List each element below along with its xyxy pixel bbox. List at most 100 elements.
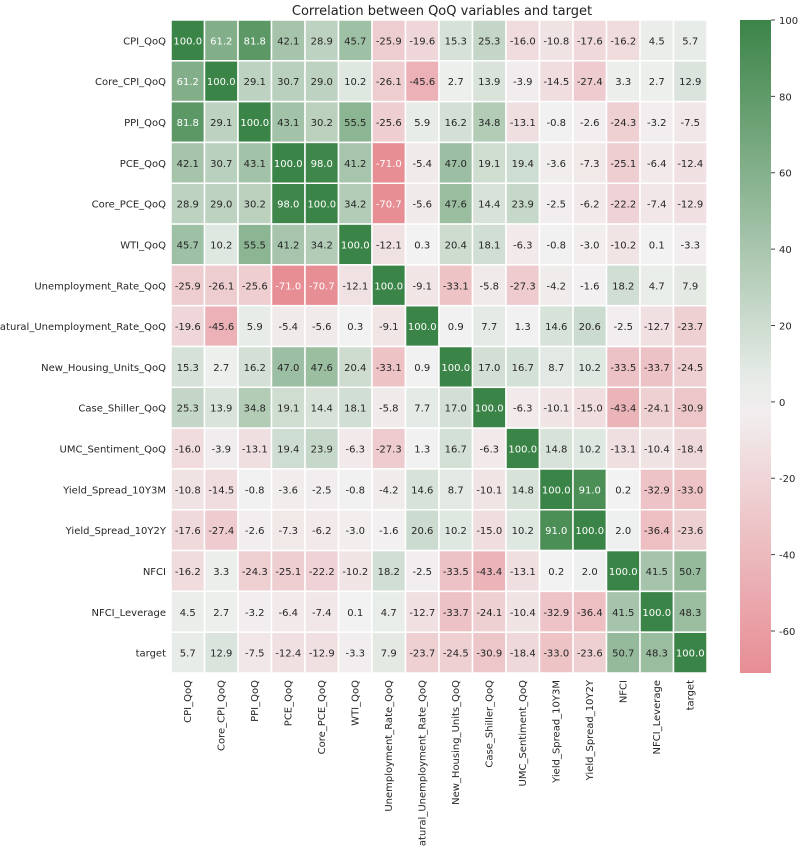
cell-value-label: -24.5 [443,649,469,660]
column-label: UMC_Sentiment_QoQ [518,680,529,787]
cell-value-label: 5.9 [247,322,263,333]
heatmap-cell [404,549,440,593]
heatmap-cell [404,141,440,184]
cell-value-label: -25.9 [376,36,402,47]
heatmap-cell [304,141,340,184]
heatmap-cell [337,345,373,389]
cell-value-label: 34.2 [311,240,333,251]
cell-value-label: -22.2 [309,567,335,578]
heatmap-cell [337,590,373,633]
row-label: Yield_Spread_10Y3M [62,485,166,496]
cell-value-label: 14.8 [545,445,567,456]
cell-value-label: 45.7 [177,240,199,251]
cell-value-label: -26.1 [376,77,402,88]
column-label: NFCI_Leverage [652,680,663,755]
heatmap-cell [203,223,239,266]
cell-value-label: -23.7 [409,649,435,660]
cell-value-label: 14.8 [512,485,534,496]
heatmap-cell [337,60,373,103]
cell-value-label: 10.2 [579,363,601,374]
heatmap-cell [471,304,507,348]
cell-value-label: 13.9 [478,77,500,88]
cell-value-label: -71.0 [275,281,301,292]
row-label: Unemployment_Rate_QoQ [34,281,166,292]
column-label: PPI_QoQ [250,680,261,722]
heatmap-cell [672,386,708,429]
cell-value-label: 7.9 [381,649,397,660]
heatmap-cell [572,100,608,144]
cell-value-label: -24.1 [644,404,670,415]
heatmap-cell [270,182,306,225]
cell-value-label: 100.0 [341,240,370,251]
heatmap-cell [371,141,407,184]
heatmap-cell [237,60,273,103]
heatmap-cell [438,631,474,674]
cell-value-label: 14.4 [478,200,500,211]
row-label: UMC_Sentiment_QoQ [60,445,167,456]
heatmap-cell [203,549,239,593]
heatmap-cell [572,182,608,225]
heatmap-cell [471,19,507,62]
cell-value-label: -3.2 [647,118,667,129]
cell-value-label: 13.9 [210,404,232,415]
cell-value-label: -6.4 [647,159,667,170]
cell-value-label: 10.2 [579,445,601,456]
cell-value-label: 18.2 [612,281,634,292]
cell-value-label: 29.1 [244,77,266,88]
heatmap-cell [438,304,474,348]
cell-value-label: -33.7 [644,363,670,374]
cell-value-label: -7.5 [680,118,700,129]
heatmap-cell [304,468,340,511]
cell-value-label: -27.3 [510,281,536,292]
cell-value-label: 17.0 [445,404,467,415]
cell-value-label: -15.0 [476,526,502,537]
row-label: CPI_QoQ [123,36,166,47]
row-label: Core_CPI_QoQ [95,77,166,88]
cell-value-label: 4.5 [180,608,196,619]
heatmap-cell [404,182,440,225]
cell-value-label: 81.8 [244,36,266,47]
cell-value-label: -6.3 [479,445,499,456]
row-label: PCE_QoQ [120,159,166,170]
heatmap-cell [639,304,675,348]
cell-value-label: -5.6 [412,200,432,211]
heatmap-cell [304,60,340,103]
heatmap-cell [572,60,608,103]
heatmap-cell [672,345,708,389]
cell-value-label: 29.1 [210,118,232,129]
heatmap-cell [672,100,708,144]
cell-value-label: 16.2 [445,118,467,129]
cell-value-label: -6.4 [278,608,298,619]
column-label: target [685,680,696,710]
heatmap-cell [538,19,574,62]
cell-value-label: 29.0 [210,200,232,211]
cell-value-label: 47.0 [445,159,467,170]
cell-value-label: -71.0 [376,159,402,170]
heatmap-cell [538,631,574,674]
heatmap-cell [304,223,340,266]
heatmap-cell [371,264,407,307]
cell-value-label: -16.2 [610,36,636,47]
column-label: Yield_Spread_10Y2Y [585,679,596,781]
cell-value-label: -45.6 [208,322,234,333]
column-label: CPI_QoQ [183,680,194,723]
cell-value-label: 48.3 [679,608,701,619]
cell-value-label: 48.3 [646,649,668,660]
cell-value-label: 28.9 [311,36,333,47]
heatmap-cell [337,427,373,470]
heatmap-cell [337,264,373,307]
heatmap-cell [572,549,608,593]
cell-value-label: -3.3 [345,649,365,660]
heatmap-cell [270,509,306,552]
column-label: WTI_QoQ [350,680,361,726]
column-label: Unemployment_Rate_QoQ [384,680,395,812]
cell-value-label: -5.4 [412,159,432,170]
colorbar-tick-label: -20 [779,474,795,485]
heatmap-cell [605,182,641,225]
row-label: target [136,649,166,660]
heatmap-cell [404,427,440,470]
cell-value-label: 15.3 [177,363,199,374]
cell-value-label: -6.3 [345,445,365,456]
cell-value-label: -2.6 [245,526,265,537]
cell-value-label: 25.3 [177,404,199,415]
